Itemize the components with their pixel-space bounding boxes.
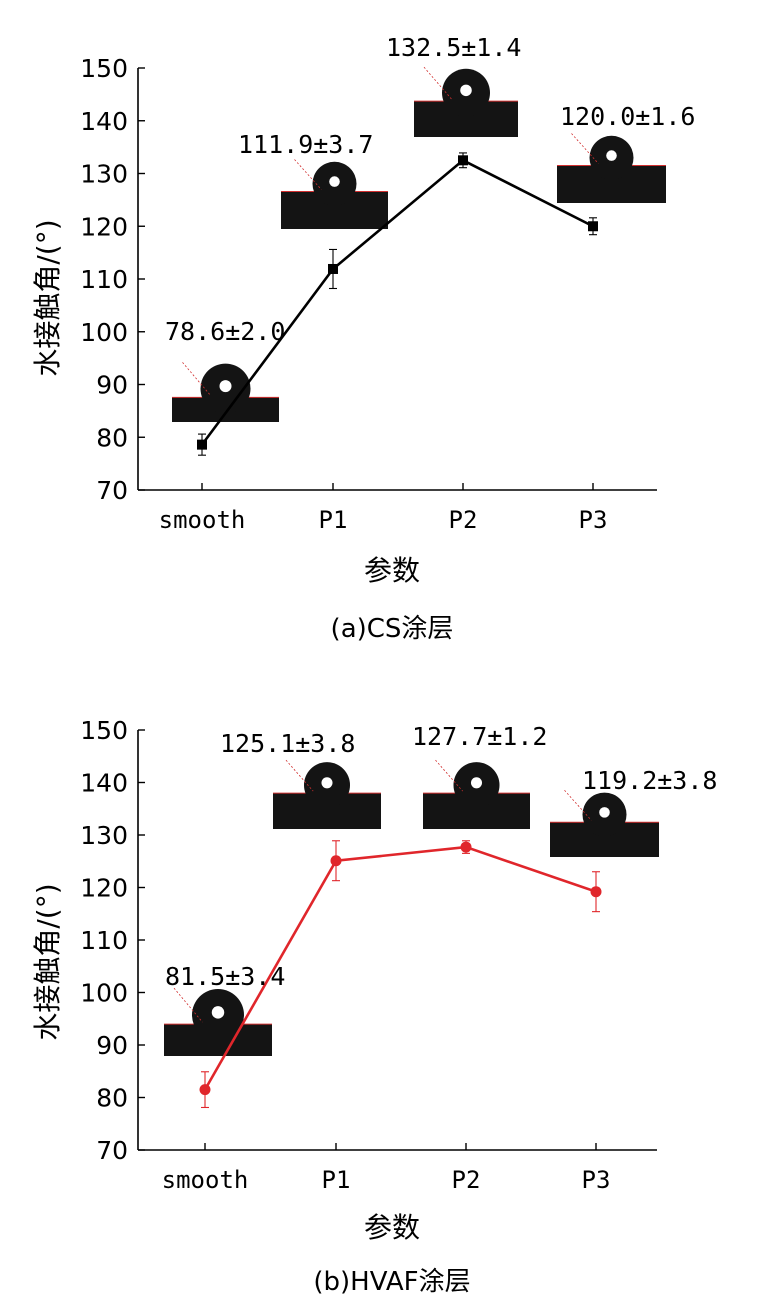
y-axis-ticks: 70 80 90 100 110 120 130 140 150 bbox=[80, 54, 145, 505]
y-tick-label: 130 bbox=[80, 821, 128, 850]
data-point bbox=[458, 155, 468, 166]
data-point bbox=[199, 1084, 211, 1096]
droplet-highlight bbox=[219, 380, 232, 393]
tangent-line bbox=[182, 362, 211, 396]
x-axis-title: 参数 bbox=[364, 554, 420, 587]
data-point bbox=[588, 221, 598, 232]
droplet-image bbox=[273, 759, 381, 829]
y-tick-label: 90 bbox=[96, 1031, 128, 1060]
data-label: 125.1±3.8 bbox=[220, 729, 355, 758]
y-tick-label: 110 bbox=[80, 265, 128, 294]
x-tick-label: P3 bbox=[579, 506, 608, 534]
y-tick-label: 130 bbox=[80, 160, 128, 189]
y-tick-label: 120 bbox=[80, 874, 128, 903]
chart-cs-coating: 70 80 90 100 110 120 130 140 150 smooth P1 P2 P3 78… bbox=[31, 33, 695, 644]
data-label: 81.5±3.4 bbox=[165, 962, 285, 991]
droplet-image bbox=[550, 790, 659, 857]
y-tick-label: 140 bbox=[80, 769, 128, 798]
data-label: 120.0±1.6 bbox=[560, 102, 695, 131]
y-tick-label: 80 bbox=[96, 1084, 128, 1113]
y-tick-label: 90 bbox=[96, 371, 128, 400]
tangent-line bbox=[571, 133, 599, 164]
x-axis-ticks: smooth P1 P2 P3 bbox=[162, 1143, 611, 1194]
y-tick-label: 150 bbox=[80, 54, 128, 83]
droplet-image bbox=[281, 159, 388, 229]
y-axis-title: 水接触角/(°) bbox=[31, 219, 64, 376]
y-tick-label: 140 bbox=[80, 107, 128, 136]
tangent-line bbox=[173, 987, 203, 1023]
x-tick-label: P2 bbox=[449, 506, 478, 534]
droplet-highlight bbox=[211, 1006, 225, 1019]
x-tick-label: P1 bbox=[322, 1166, 351, 1194]
data-labels: 78.6±2.0 111.9±3.7 132.5±1.4 120.0±1.6 bbox=[165, 33, 695, 346]
droplet-image bbox=[164, 987, 272, 1056]
droplet-highlight bbox=[606, 150, 617, 161]
tangent-line bbox=[294, 159, 322, 190]
data-series bbox=[197, 152, 598, 456]
data-point bbox=[328, 263, 338, 274]
x-tick-label: smooth bbox=[159, 506, 246, 534]
series-line bbox=[203, 845, 597, 1091]
x-tick-label: smooth bbox=[162, 1166, 249, 1194]
data-series bbox=[199, 840, 602, 1109]
data-label: 111.9±3.7 bbox=[238, 130, 373, 159]
x-axis-ticks: smooth P1 P2 P3 bbox=[159, 483, 608, 534]
chart-caption: (a)CS涂层 bbox=[331, 614, 454, 644]
series-line bbox=[200, 158, 594, 446]
tangent-line bbox=[285, 759, 314, 792]
data-point bbox=[590, 886, 602, 898]
data-label: 132.5±1.4 bbox=[386, 33, 521, 62]
tangent-line bbox=[564, 790, 592, 821]
chart-hvaf-coating: 70 80 90 100 110 120 130 140 150 smooth P1 P2 P3 81… bbox=[31, 716, 717, 1297]
chart-caption: (b)HVAF涂层 bbox=[313, 1267, 470, 1297]
data-point bbox=[460, 841, 472, 853]
x-tick-label: P3 bbox=[582, 1166, 611, 1194]
droplet-highlight bbox=[329, 176, 340, 187]
x-tick-label: P2 bbox=[452, 1166, 481, 1194]
y-tick-label: 110 bbox=[80, 926, 128, 955]
y-axis-title: 水接触角/(°) bbox=[31, 883, 64, 1040]
data-point bbox=[330, 855, 342, 867]
y-tick-label: 150 bbox=[80, 716, 128, 745]
droplet-image bbox=[414, 66, 518, 137]
plot-frame bbox=[137, 730, 657, 1151]
y-axis-ticks: 70 80 90 100 110 120 130 140 150 bbox=[80, 716, 145, 1165]
tangent-line bbox=[423, 66, 452, 100]
y-tick-label: 100 bbox=[80, 979, 128, 1008]
data-label: 127.7±1.2 bbox=[412, 722, 547, 751]
tangent-line bbox=[435, 759, 464, 792]
droplet-highlight bbox=[321, 777, 333, 789]
y-tick-label: 70 bbox=[96, 1136, 128, 1165]
data-label: 119.2±3.8 bbox=[582, 766, 717, 795]
data-label: 78.6±2.0 bbox=[165, 317, 285, 346]
y-tick-label: 80 bbox=[96, 423, 128, 452]
y-tick-label: 120 bbox=[80, 212, 128, 241]
x-tick-label: P1 bbox=[319, 506, 348, 534]
droplet-image bbox=[423, 759, 530, 829]
y-tick-label: 70 bbox=[96, 476, 128, 505]
y-tick-label: 100 bbox=[80, 318, 128, 347]
data-labels: 81.5±3.4 125.1±3.8 127.7±1.2 119.2±3.8 bbox=[165, 722, 717, 991]
droplet-highlight bbox=[599, 807, 610, 818]
droplet-images bbox=[164, 759, 659, 1056]
droplet-highlight bbox=[470, 777, 483, 789]
droplet-image bbox=[557, 133, 666, 203]
x-axis-title: 参数 bbox=[364, 1211, 420, 1244]
droplet-highlight bbox=[460, 84, 472, 97]
data-point bbox=[197, 439, 207, 450]
